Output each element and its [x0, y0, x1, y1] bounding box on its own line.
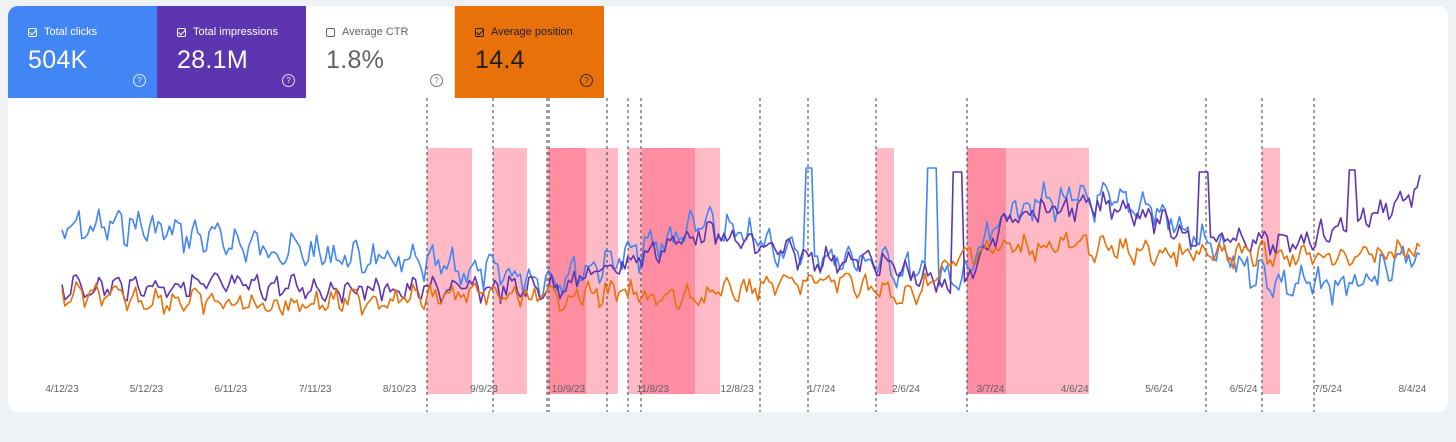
x-tick-label: 5/6/24 [1145, 384, 1173, 395]
metric-label: Average position [491, 26, 573, 38]
metric-label: Total clicks [44, 26, 98, 38]
highlight-band-strong-1 [642, 148, 695, 394]
highlight-band-strong-0 [549, 148, 586, 394]
help-circle-icon[interactable]: ? [282, 74, 295, 87]
help-circle-icon[interactable]: ? [580, 74, 593, 87]
highlight-band-2 [547, 148, 618, 394]
x-tick-label: 4/12/23 [45, 384, 79, 395]
checkbox-icon[interactable] [28, 27, 37, 37]
x-tick-label: 8/10/23 [383, 384, 417, 395]
highlight-bands [427, 148, 1280, 394]
x-tick-label: 4/6/24 [1061, 384, 1089, 395]
metric-value: 14.4 [475, 46, 525, 74]
x-tick-label: 6/11/23 [214, 384, 247, 395]
metric-value: 1.8% [326, 46, 385, 74]
metric-total-clicks[interactable]: Total clicks 504K ? [8, 6, 157, 98]
x-tick-label: 12/8/23 [721, 384, 755, 395]
x-tick-label: 1/7/24 [808, 384, 836, 395]
metric-label: Total impressions [193, 26, 278, 38]
checkbox-icon[interactable] [177, 27, 186, 37]
x-axis-ticks: 4/12/23 5/12/23 6/11/23 7/11/23 8/10/23 9/9/2… [45, 384, 1426, 395]
x-tick-label: 10/9/23 [552, 384, 586, 395]
x-tick-label: 9/9/23 [470, 384, 498, 395]
series-line-2 [61, 231, 1421, 316]
x-tick-label: 7/5/24 [1314, 384, 1342, 395]
metric-value: 28.1M [177, 46, 248, 74]
x-tick-label: 3/7/24 [976, 384, 1004, 395]
highlight-band-strong-2 [967, 148, 1006, 394]
series-lines [61, 167, 1421, 316]
metric-value: 504K [28, 46, 88, 74]
performance-card: 4/12/23 5/12/23 6/11/23 7/11/23 8/10/23 9/9/2… [8, 6, 1448, 412]
help-circle-icon[interactable]: ? [430, 74, 443, 87]
highlight-band-4 [876, 148, 894, 394]
x-tick-label: 6/5/24 [1230, 384, 1258, 395]
metric-tabs: Total clicks 504K ? Total impressions 28… [8, 6, 604, 98]
highlight-band-6 [1262, 148, 1280, 394]
x-tick-label: 5/12/23 [130, 384, 164, 395]
help-circle-icon[interactable]: ? [133, 74, 146, 87]
x-tick-label: 7/11/23 [299, 384, 332, 395]
metric-average-position[interactable]: Average position 14.4 ? [455, 6, 604, 98]
checkbox-icon[interactable] [475, 27, 484, 37]
x-tick-label: 8/4/24 [1398, 384, 1426, 395]
highlight-band-3 [628, 148, 720, 394]
metric-label: Average CTR [342, 26, 409, 38]
performance-chart: 4/12/23 5/12/23 6/11/23 7/11/23 8/10/23 9/9/2… [45, 98, 1427, 412]
x-tick-label: 11/8/23 [636, 384, 669, 395]
metric-average-ctr[interactable]: Average CTR 1.8% ? [306, 6, 455, 98]
metric-total-impressions[interactable]: Total impressions 28.1M ? [157, 6, 306, 98]
x-tick-label: 2/6/24 [892, 384, 920, 395]
checkbox-icon[interactable] [326, 27, 335, 37]
series-line-0 [61, 167, 1421, 306]
series-line-1 [61, 169, 1421, 304]
highlight-band-0 [427, 148, 472, 394]
